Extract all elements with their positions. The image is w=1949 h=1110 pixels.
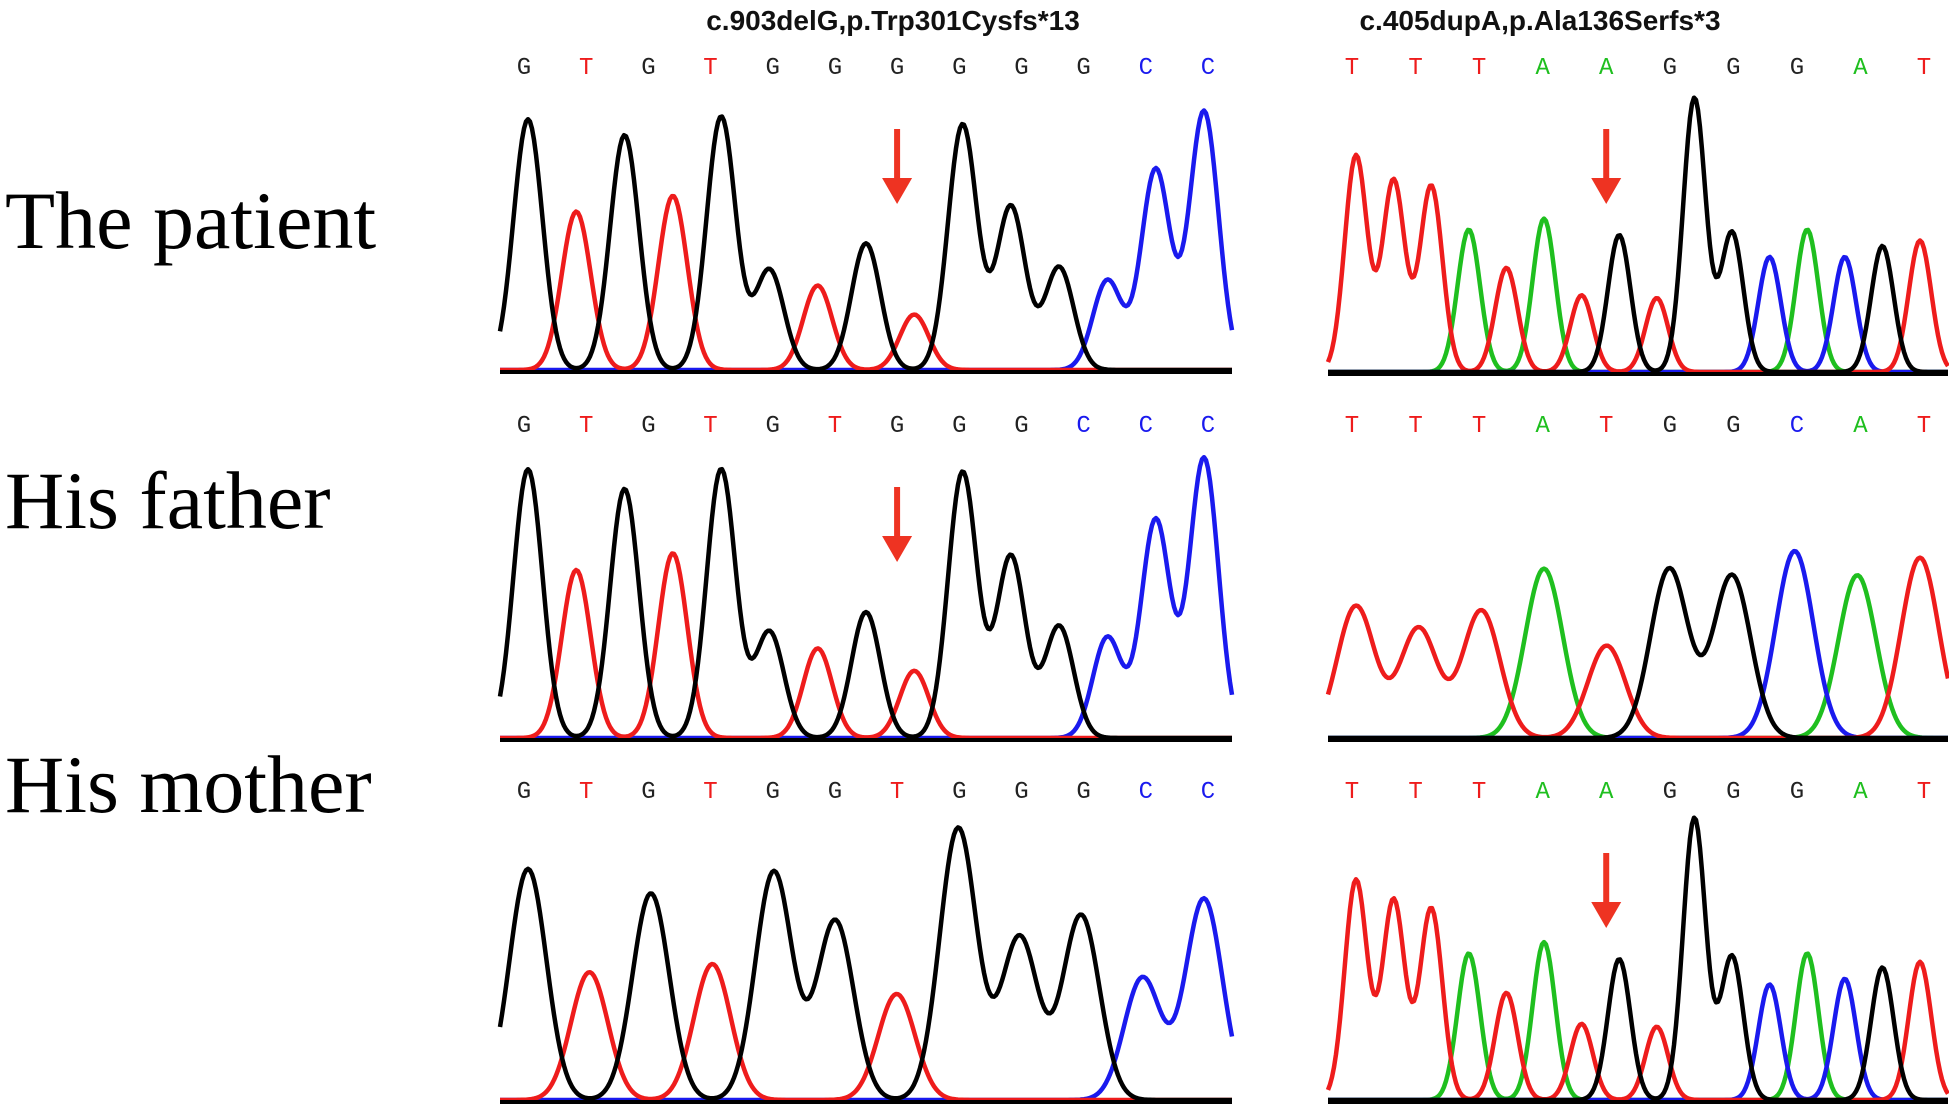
base-call-C: C <box>1790 413 1804 440</box>
base-call-G: G <box>1726 779 1740 806</box>
base-call-T: T <box>703 55 717 82</box>
base-call-G: G <box>517 779 531 806</box>
base-call-T: T <box>828 413 842 440</box>
base-call-G: G <box>1726 413 1740 440</box>
base-call-A: A <box>1535 55 1550 82</box>
base-call-G: G <box>1663 55 1677 82</box>
base-call-T: T <box>1599 413 1613 440</box>
mutation-arrow <box>1591 129 1622 204</box>
base-call-A: A <box>1853 55 1868 82</box>
trace-G <box>497 825 1233 1103</box>
base-call-T: T <box>1345 779 1359 806</box>
base-call-T: T <box>1472 413 1486 440</box>
base-call-G: G <box>1663 779 1677 806</box>
base-call-T: T <box>1472 779 1486 806</box>
base-call-T: T <box>1345 413 1359 440</box>
base-call-T: T <box>1917 413 1931 440</box>
base-call-T: T <box>1472 55 1486 82</box>
base-call-G: G <box>1014 413 1028 440</box>
chromatogram-panels: G T G T G G G G G G C C T T T A A G G G A T G T G T G T G G G C C C T T T A T G… <box>497 55 1949 1104</box>
base-call-G: G <box>1726 55 1740 82</box>
base-call-G: G <box>517 413 531 440</box>
base-call-A: A <box>1535 779 1550 806</box>
base-call-A: A <box>1599 779 1614 806</box>
base-call-G: G <box>1663 413 1677 440</box>
mutation-arrow <box>882 129 913 204</box>
base-call-G: G <box>1076 55 1090 82</box>
base-call-T: T <box>890 779 904 806</box>
base-call-T: T <box>1345 55 1359 82</box>
base-call-G: G <box>641 413 655 440</box>
base-call-G: G <box>1790 55 1804 82</box>
base-call-A: A <box>1853 779 1868 806</box>
column-title-left: c.903delG,p.Trp301Cysfs*13 <box>706 5 1080 36</box>
mutation-arrow <box>1591 853 1622 928</box>
base-call-G: G <box>1014 55 1028 82</box>
base-call-C: C <box>1139 779 1153 806</box>
base-call-G: G <box>890 413 904 440</box>
base-call-T: T <box>1408 413 1422 440</box>
base-call-T: T <box>1917 55 1931 82</box>
base-call-A: A <box>1599 55 1614 82</box>
base-call-T: T <box>703 413 717 440</box>
base-call-G: G <box>828 779 842 806</box>
base-call-G: G <box>952 413 966 440</box>
base-call-G: G <box>765 413 779 440</box>
base-call-G: G <box>1014 779 1028 806</box>
base-call-G: G <box>765 779 779 806</box>
base-call-G: G <box>517 55 531 82</box>
row-label-patient: The patient <box>5 175 376 266</box>
base-call-C: C <box>1201 779 1215 806</box>
row-label-father: His father <box>5 455 331 546</box>
trace-T <box>1325 555 1949 741</box>
base-call-G: G <box>641 55 655 82</box>
base-call-C: C <box>1076 413 1090 440</box>
base-call-C: C <box>1201 55 1215 82</box>
base-call-G: G <box>1076 779 1090 806</box>
base-call-T: T <box>703 779 717 806</box>
base-call-T: T <box>1917 779 1931 806</box>
base-call-C: C <box>1201 413 1215 440</box>
column-title-right: c.405dupA,p.Ala136Serfs*3 <box>1359 5 1720 36</box>
trace-G <box>497 466 1233 741</box>
row-label-mother: His mother <box>5 739 372 830</box>
base-call-T: T <box>1408 55 1422 82</box>
base-call-A: A <box>1535 413 1550 440</box>
base-call-T: T <box>579 55 593 82</box>
base-call-G: G <box>952 779 966 806</box>
trace-G <box>497 114 1233 373</box>
base-call-T: T <box>1408 779 1422 806</box>
mutation-arrow <box>882 487 913 562</box>
base-call-C: C <box>1139 413 1153 440</box>
base-call-T: T <box>579 413 593 440</box>
base-call-G: G <box>952 55 966 82</box>
base-call-C: C <box>1139 55 1153 82</box>
base-call-G: G <box>890 55 904 82</box>
base-call-G: G <box>828 55 842 82</box>
base-call-G: G <box>765 55 779 82</box>
base-call-G: G <box>641 779 655 806</box>
base-call-A: A <box>1853 413 1868 440</box>
base-call-T: T <box>579 779 593 806</box>
base-call-G: G <box>1790 779 1804 806</box>
